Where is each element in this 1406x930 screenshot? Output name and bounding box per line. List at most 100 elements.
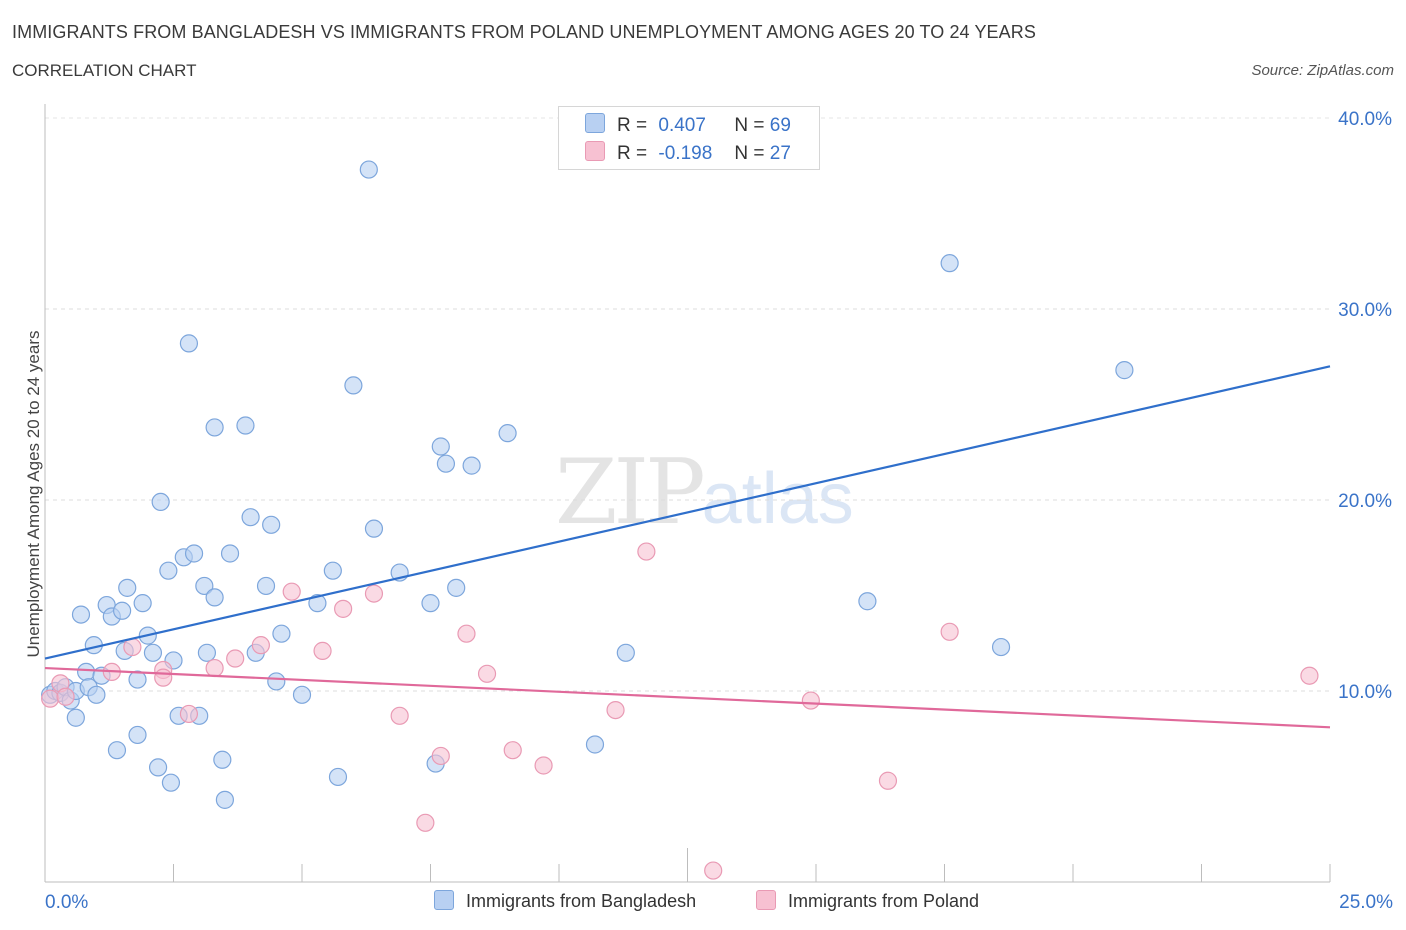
bottom-legend-swatch-poland bbox=[756, 890, 776, 910]
data-point-bangladesh bbox=[215, 790, 234, 809]
data-point-bangladesh bbox=[143, 643, 163, 662]
data-point-poland bbox=[334, 599, 353, 618]
bottom-legend-label-poland: Immigrants from Poland bbox=[788, 891, 980, 911]
data-point-bangladesh bbox=[213, 750, 232, 769]
x-tick-label-max: 25.0% bbox=[1339, 892, 1393, 913]
data-point-bangladesh bbox=[256, 576, 276, 596]
data-point-bangladesh bbox=[364, 519, 384, 538]
legend-n-label: N = bbox=[734, 143, 765, 164]
data-point-bangladesh bbox=[128, 670, 147, 689]
data-point-poland bbox=[457, 624, 476, 643]
legend-n-value-poland: 27 bbox=[769, 143, 791, 164]
data-point-bangladesh bbox=[77, 662, 96, 682]
data-point-poland bbox=[226, 649, 245, 668]
stats-legend: R = 0.407 N = 69 R = -0.198 N = 27 bbox=[558, 106, 820, 170]
data-point-poland bbox=[251, 636, 270, 655]
data-point-bangladesh bbox=[159, 561, 178, 580]
data-point-poland bbox=[364, 584, 384, 603]
data-point-bangladesh bbox=[87, 685, 106, 704]
legend-swatch-poland bbox=[585, 141, 605, 161]
data-point-poland bbox=[282, 582, 301, 601]
data-point-bangladesh bbox=[616, 643, 635, 662]
legend-r-label: R = bbox=[617, 115, 648, 136]
y-tick-label: 30.0% bbox=[1338, 300, 1392, 321]
bottom-legend-bangladesh: Immigrants from Bangladesh bbox=[434, 890, 696, 912]
data-point-bangladesh bbox=[940, 254, 959, 273]
data-point-poland bbox=[56, 687, 75, 706]
data-point-poland bbox=[154, 668, 173, 687]
y-tick-label: 10.0% bbox=[1338, 682, 1392, 703]
data-point-bangladesh bbox=[292, 685, 312, 704]
data-point-bangladesh bbox=[421, 594, 440, 613]
data-point-bangladesh bbox=[205, 588, 224, 607]
data-point-bangladesh bbox=[436, 454, 456, 473]
data-point-poland bbox=[503, 741, 522, 760]
data-point-poland bbox=[179, 704, 199, 724]
data-point-bangladesh bbox=[184, 544, 204, 563]
legend-swatch-bangladesh bbox=[585, 113, 605, 133]
watermark: ZIPatlas bbox=[555, 440, 854, 545]
data-point-bangladesh bbox=[308, 594, 327, 613]
legend-row-poland: R = -0.198 N = 27 bbox=[585, 141, 791, 167]
data-point-bangladesh bbox=[220, 544, 240, 563]
x-tick-label-min: 0.0% bbox=[45, 892, 88, 913]
legend-n-value-bangladesh: 69 bbox=[769, 115, 791, 136]
data-point-poland bbox=[704, 861, 723, 880]
data-point-bangladesh bbox=[991, 637, 1011, 657]
data-point-bangladesh bbox=[1115, 361, 1134, 380]
data-point-bangladesh bbox=[151, 492, 170, 512]
data-point-bangladesh bbox=[858, 592, 877, 611]
trend-line-bangladesh bbox=[44, 365, 1331, 660]
data-point-bangladesh bbox=[112, 601, 132, 620]
data-point-poland bbox=[390, 706, 409, 725]
data-point-poland bbox=[637, 542, 656, 561]
data-point-bangladesh bbox=[267, 672, 286, 691]
data-point-bangladesh bbox=[272, 624, 291, 643]
bottom-legend-swatch-bangladesh bbox=[434, 890, 454, 910]
data-point-bangladesh bbox=[179, 334, 199, 353]
data-point-poland bbox=[1300, 666, 1319, 685]
watermark-zip: ZIP bbox=[555, 440, 706, 545]
legend-n-label: N = bbox=[734, 115, 765, 136]
data-point-bangladesh bbox=[241, 508, 260, 527]
data-point-bangladesh bbox=[262, 515, 281, 534]
data-point-bangladesh bbox=[128, 725, 147, 745]
data-point-poland bbox=[313, 641, 332, 660]
data-point-bangladesh bbox=[205, 418, 224, 437]
data-point-bangladesh bbox=[431, 437, 450, 456]
data-point-bangladesh bbox=[161, 773, 181, 792]
data-point-bangladesh bbox=[498, 424, 517, 443]
data-point-poland bbox=[801, 691, 820, 710]
data-point-bangladesh bbox=[585, 735, 605, 754]
data-point-poland bbox=[416, 813, 435, 832]
legend-r-value-bangladesh: 0.407 bbox=[658, 115, 706, 136]
y-tick-label: 20.0% bbox=[1338, 491, 1392, 512]
data-point-bangladesh bbox=[148, 758, 168, 777]
data-point-bangladesh bbox=[195, 576, 214, 596]
data-point-poland bbox=[878, 771, 898, 790]
data-point-poland bbox=[205, 658, 224, 678]
data-point-bangladesh bbox=[133, 594, 152, 613]
data-point-bangladesh bbox=[328, 767, 348, 787]
source-credit: Source: ZipAtlas.com bbox=[1251, 62, 1394, 79]
y-axis-label: Unemployment Among Ages 20 to 24 years bbox=[24, 330, 43, 658]
y-tick-label: 40.0% bbox=[1338, 109, 1392, 130]
data-point-poland bbox=[534, 756, 553, 775]
data-point-poland bbox=[606, 700, 625, 720]
bottom-legend-label-bangladesh: Immigrants from Bangladesh bbox=[466, 891, 697, 911]
data-point-bangladesh bbox=[66, 708, 85, 727]
data-point-bangladesh bbox=[447, 578, 466, 597]
data-point-bangladesh bbox=[118, 578, 137, 597]
chart-subtitle: CORRELATION CHART bbox=[12, 61, 197, 80]
legend-r-label: R = bbox=[617, 143, 648, 164]
data-point-poland bbox=[477, 664, 497, 683]
data-point-bangladesh bbox=[462, 456, 481, 475]
data-point-bangladesh bbox=[359, 160, 378, 179]
data-point-poland bbox=[431, 746, 450, 766]
data-point-poland bbox=[940, 622, 959, 641]
bottom-legend-poland: Immigrants from Poland bbox=[756, 890, 979, 912]
data-point-bangladesh bbox=[107, 741, 127, 760]
legend-row-bangladesh: R = 0.407 N = 69 bbox=[585, 113, 791, 139]
data-point-bangladesh bbox=[71, 605, 91, 624]
data-point-bangladesh bbox=[344, 376, 363, 395]
